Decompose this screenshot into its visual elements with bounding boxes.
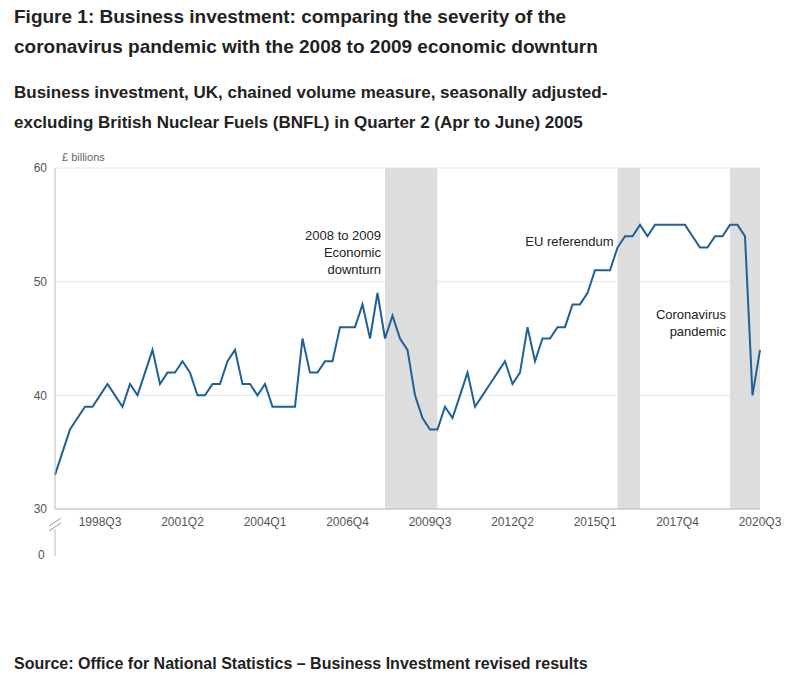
svg-text:40: 40 (34, 389, 48, 403)
svg-text:1998Q3: 1998Q3 (79, 515, 122, 529)
svg-text:2017Q4: 2017Q4 (656, 515, 699, 529)
svg-text:50: 50 (34, 275, 48, 289)
svg-text:60: 60 (34, 161, 48, 175)
html-text:Source: Office for National St: Source: Office for National Statistics –… (14, 655, 588, 672)
svg-text:30: 30 (34, 502, 48, 516)
svg-text:2001Q2: 2001Q2 (161, 515, 204, 529)
html-text:Figure 1: Business investment:: Figure 1: Business investment: comparing… (14, 6, 598, 57)
svg-text:2009Q3: 2009Q3 (409, 515, 452, 529)
svg-text:2006Q4: 2006Q4 (326, 515, 369, 529)
svg-text:2012Q2: 2012Q2 (491, 515, 534, 529)
svg-text:2020Q3: 2020Q3 (739, 515, 782, 529)
html-text:Business investment, UK, chain: Business investment, UK, chained volume … (14, 83, 608, 132)
svg-text:2015Q1: 2015Q1 (574, 515, 617, 529)
svg-text:2004Q1: 2004Q1 (244, 515, 287, 529)
html-text:0: 0 (38, 548, 45, 562)
html-text:£ billions: £ billions (62, 151, 105, 163)
svg-text:2008 to 2009Economicdownturn: 2008 to 2009Economicdownturn (305, 228, 381, 277)
svg-text:Coronaviruspandemic: Coronaviruspandemic (656, 307, 727, 339)
svg-text:EU referendum: EU referendum (525, 234, 613, 249)
